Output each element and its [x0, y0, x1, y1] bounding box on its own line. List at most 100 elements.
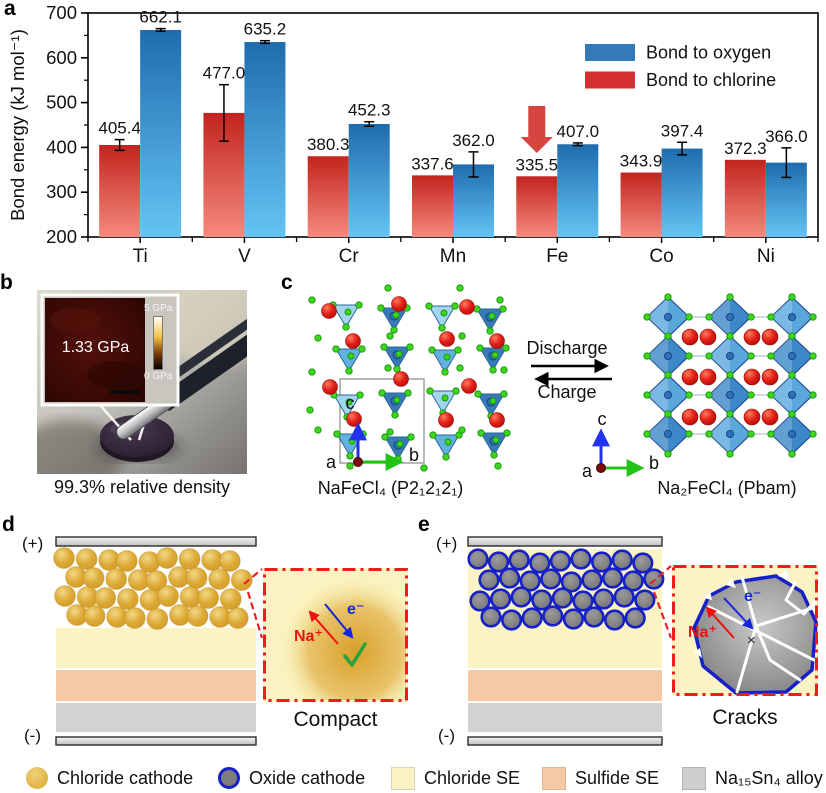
chloride-se-icon [391, 766, 415, 790]
value-label-Fe-oxygen: 407.0 [557, 122, 600, 141]
value-label-Cr-chlorine: 380.3 [307, 135, 350, 154]
compact-caption: Compact [293, 708, 378, 731]
legend-label: Oxide cathode [249, 767, 366, 788]
category-V: V [238, 246, 251, 267]
panel-label-a: a [4, 0, 16, 20]
bar-Cr-oxygen [348, 123, 390, 237]
axis-a-label-left: a [326, 452, 337, 472]
value-label-V-oxygen: 635.2 [244, 20, 287, 39]
value-label-Ni-oxygen: 366.0 [765, 127, 808, 146]
legend-label: Sulfide SE [575, 767, 660, 788]
legend-item-alloy: Na₁₅Sn₄ alloy [682, 765, 823, 791]
value-label-Co-oxygen: 397.4 [661, 121, 704, 140]
value-label-Ni-chlorine: 372.3 [724, 139, 767, 158]
negative-terminal-d: (-) [24, 726, 41, 745]
bar-Fe-chlorine [516, 176, 558, 237]
legend-item-chloride-se: Chloride SE [391, 765, 520, 791]
compact-inset [263, 568, 408, 702]
oxide-cathode-particles [467, 548, 665, 631]
relative-density-caption: 99.3% relative density [53, 477, 231, 497]
na-ion-label-e: Na⁺ [688, 624, 717, 641]
y-tick-200: 200 [46, 226, 77, 247]
value-label-Mn-chlorine: 337.6 [411, 154, 454, 173]
blocked-cross: × [747, 632, 756, 649]
legend-label: Chloride SE [424, 767, 521, 788]
na-ion-label-d: Na⁺ [294, 628, 323, 645]
value-label-Ti-chlorine: 405.4 [98, 119, 141, 138]
positive-terminal-d: (+) [22, 534, 44, 553]
legend-label: Chloride cathode [57, 767, 194, 788]
axis-b-label-left: b [409, 445, 420, 465]
chloride-cathode-icon [26, 767, 48, 789]
bar-Ti-oxygen [140, 29, 182, 237]
axis-a-label-right: a [582, 461, 593, 481]
positive-terminal-e: (+) [436, 534, 458, 553]
legend-item-chloride-cathode: Chloride cathode [26, 765, 193, 791]
legend-item-oxide-cathode: Oxide cathode [218, 765, 365, 791]
negative-terminal-e: (-) [438, 726, 455, 745]
bar-Co-chlorine [620, 172, 662, 237]
value-label-Ti-oxygen: 662.1 [139, 8, 182, 27]
chart-legend-label-0: Bond to oxygen [646, 43, 771, 63]
category-Ti: Ti [133, 246, 148, 267]
y-tick-700: 700 [46, 2, 77, 23]
category-Ni: Ni [757, 246, 775, 267]
gpa-colorbar [153, 316, 163, 370]
crystal-structures [306, 284, 817, 477]
charge-label: Charge [537, 382, 597, 402]
bar-Co-oxygen [661, 148, 703, 237]
scale-bar [110, 390, 140, 394]
na15sn4-alloy-icon [682, 766, 706, 790]
tweezers [116, 290, 247, 440]
value-label-Mn-oxygen: 362.0 [452, 131, 495, 150]
panel-label-d: d [2, 513, 15, 536]
electron-label-e: e⁻ [744, 588, 762, 605]
value-label-Co-chlorine: 343.9 [620, 152, 663, 171]
oxide-cathode-icon [218, 767, 240, 789]
discharge-label: Discharge [526, 338, 608, 358]
category-Mn: Mn [440, 246, 466, 267]
category-Co: Co [649, 246, 673, 267]
electron-label-d: e⁻ [347, 601, 365, 618]
highlight-arrow-fe [520, 106, 553, 153]
chart-legend-label-1: Bond to chlorine [646, 70, 776, 90]
axis-b-label-right: b [649, 453, 660, 473]
chloride-cathode-particles [53, 547, 253, 630]
y-tick-400: 400 [46, 136, 77, 157]
panel-label-e: e [418, 513, 430, 536]
legend-item-sulfide-se: Sulfide SE [542, 765, 659, 791]
scale-max-label: 5 GPa [144, 303, 173, 314]
bar-Cr-chlorine [307, 156, 349, 237]
cell-schematics [53, 536, 818, 746]
pellet-photo [37, 290, 247, 474]
y-axis-label: Bond energy (kJ mol⁻¹) [7, 29, 28, 221]
value-label-V-chlorine: 477.0 [203, 64, 246, 83]
y-tick-600: 600 [46, 47, 77, 68]
chart-legend-swatch-0 [585, 44, 635, 61]
chart-legend-swatch-1 [585, 71, 635, 89]
axis-c-label-right: c [597, 409, 607, 429]
legend-label: Na₁₅Sn₄ alloy [715, 767, 823, 788]
value-label-Fe-chlorine: 335.5 [516, 155, 559, 174]
na2fecl4-formula: Na₂FeCl₄ (Pbam) [657, 478, 797, 498]
cracks-caption: Cracks [712, 706, 778, 729]
bar-Mn-chlorine [412, 175, 453, 237]
y-tick-500: 500 [46, 92, 77, 113]
scale-min-label: 0 GPa [144, 371, 173, 382]
bond-energy-bar-chart: 200 300 400 500 600 700 Bond energy (kJ mol⁻¹)… [7, 2, 819, 267]
sulfide-se-icon [542, 766, 566, 790]
category-Fe: Fe [546, 246, 568, 267]
axis-c-label-left: c [345, 393, 355, 413]
panel-label-c: c [281, 271, 293, 294]
value-label-Cr-oxygen: 452.3 [348, 101, 391, 120]
bar-Ni-chlorine [724, 159, 766, 237]
y-tick-300: 300 [46, 181, 77, 202]
nafecl4-formula: NaFeCl₄ (P2₁2₁2₁) [317, 478, 464, 498]
bar-V-oxygen [244, 42, 286, 238]
modulus-value: 1.33 GPa [61, 339, 130, 356]
bar-Ti-chlorine [99, 144, 141, 237]
bar-Fe-oxygen [557, 144, 599, 237]
cracks-inset [672, 565, 818, 696]
check-icon [343, 642, 367, 667]
